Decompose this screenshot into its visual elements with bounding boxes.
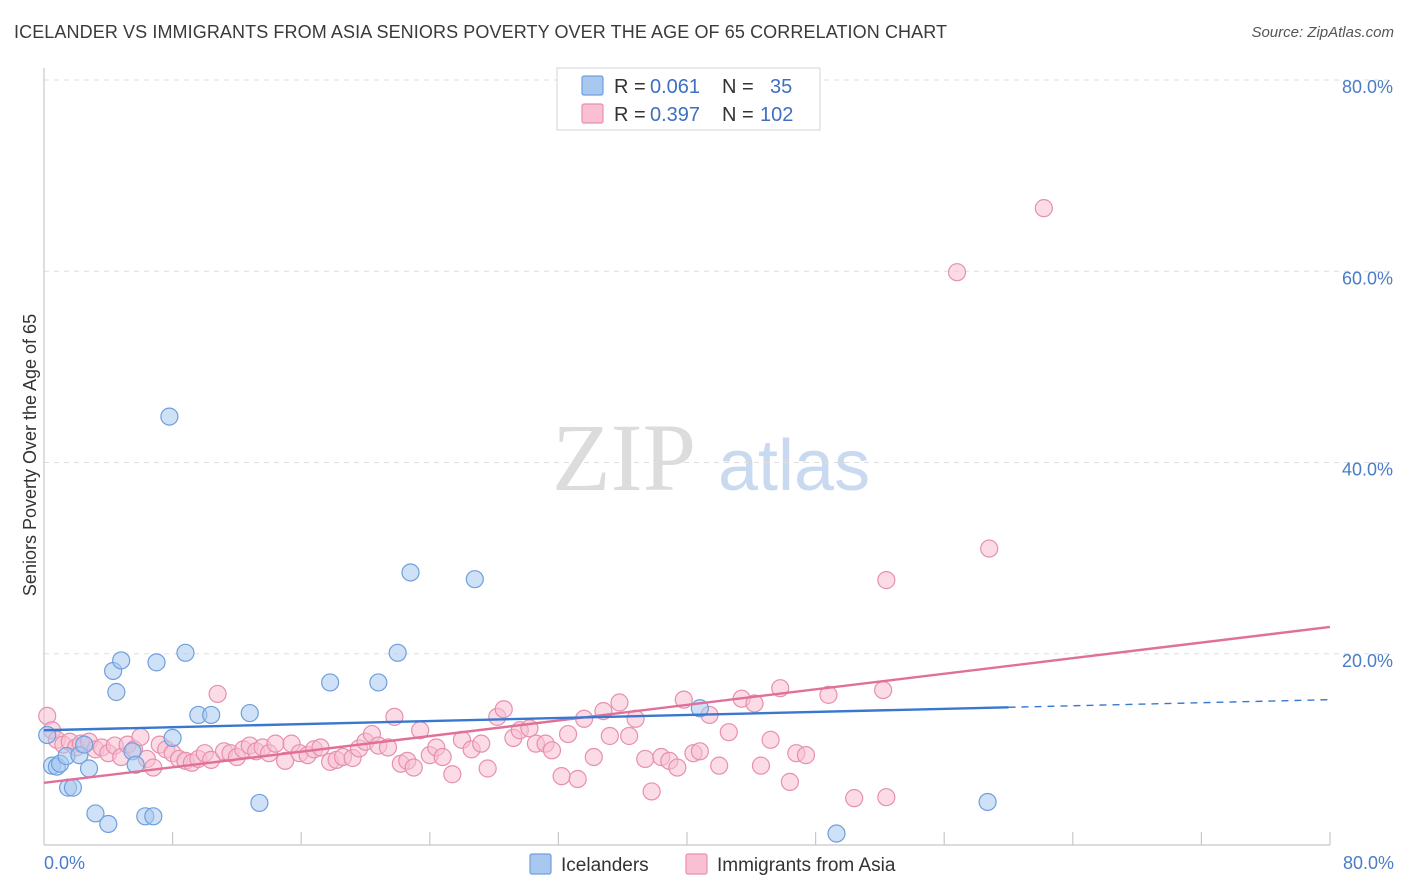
legend-swatch-icelanders bbox=[581, 75, 604, 96]
data-point-asia bbox=[558, 724, 578, 744]
data-point-icelanders bbox=[126, 755, 145, 774]
legend-n-label-1: N = bbox=[722, 104, 754, 126]
data-point-icelanders bbox=[112, 651, 131, 670]
data-point-icelanders bbox=[176, 643, 195, 662]
data-point-asia bbox=[745, 694, 764, 713]
data-point-icelanders bbox=[75, 735, 94, 754]
data-point-asia bbox=[877, 571, 896, 590]
trend-line-icelanders bbox=[43, 706, 1009, 732]
data-point-asia bbox=[780, 772, 799, 791]
data-point-asia bbox=[874, 680, 893, 700]
data-point-asia bbox=[600, 726, 619, 746]
bottom-legend-swatch-asia bbox=[685, 853, 708, 875]
data-point-asia bbox=[208, 684, 227, 704]
data-point-icelanders bbox=[388, 643, 407, 662]
data-point-icelanders bbox=[147, 653, 166, 672]
x-tick-label-min: 0.0% bbox=[44, 853, 85, 873]
chart-title: ICELANDER VS IMMIGRANTS FROM ASIA SENIOR… bbox=[14, 22, 948, 42]
legend-n-value-1: 102 bbox=[760, 104, 793, 126]
data-point-icelanders bbox=[86, 804, 105, 823]
data-point-icelanders bbox=[144, 807, 163, 826]
data-point-asia bbox=[719, 723, 738, 742]
data-point-asia bbox=[796, 746, 816, 765]
bottom-legend-label-icelanders: Icelanders bbox=[561, 855, 649, 876]
data-point-icelanders bbox=[321, 673, 340, 692]
legend-r-value-1: 0.397 bbox=[650, 104, 700, 126]
data-point-asia bbox=[404, 758, 423, 777]
y-tick-labels: 20.0% 40.0% 60.0% 80.0% bbox=[1342, 77, 1393, 671]
y-tick-label: 20.0% bbox=[1342, 651, 1393, 671]
data-point-asia bbox=[433, 747, 452, 767]
legend-n-label-0: N = bbox=[722, 76, 754, 98]
watermark-zip: ZIP bbox=[552, 404, 696, 511]
trend-lines bbox=[43, 625, 1331, 785]
data-point-asia bbox=[819, 685, 838, 704]
data-point-icelanders bbox=[465, 570, 484, 589]
legend-n-value-0: 35 bbox=[770, 76, 792, 98]
data-point-asia bbox=[378, 738, 398, 757]
data-point-asia bbox=[620, 726, 639, 746]
data-point-asia bbox=[542, 741, 562, 760]
y-tick-label: 80.0% bbox=[1342, 77, 1393, 97]
data-point-asia bbox=[1034, 199, 1053, 218]
legend-swatch-asia bbox=[581, 103, 604, 124]
data-point-asia bbox=[584, 747, 603, 767]
data-point-icelanders bbox=[827, 824, 846, 843]
data-point-asia bbox=[443, 765, 462, 784]
data-point-asia bbox=[478, 759, 497, 778]
data-point-icelanders bbox=[107, 682, 126, 702]
data-point-asia bbox=[751, 756, 771, 775]
data-point-asia bbox=[761, 730, 780, 749]
data-point-icelanders bbox=[369, 673, 388, 692]
bottom-legend-label-asia: Immigrants from Asia bbox=[717, 855, 896, 876]
legend-r-label-0: R = bbox=[614, 76, 646, 98]
data-point-asia bbox=[568, 769, 587, 789]
data-point-asia bbox=[668, 758, 687, 777]
data-point-icelanders bbox=[202, 705, 221, 725]
data-point-asia bbox=[636, 749, 655, 769]
data-point-icelanders bbox=[99, 814, 118, 834]
legend-r-label-1: R = bbox=[614, 104, 646, 126]
data-point-icelanders bbox=[240, 703, 259, 723]
data-point-asia bbox=[494, 700, 513, 719]
data-point-asia bbox=[472, 734, 491, 753]
data-point-icelanders bbox=[160, 407, 179, 426]
data-point-asia bbox=[266, 734, 285, 753]
data-point-asia bbox=[947, 263, 967, 282]
source-credit: Source: ZipAtlas.com bbox=[1251, 24, 1394, 41]
data-point-icelanders bbox=[79, 759, 99, 778]
watermark-atlas: atlas bbox=[718, 426, 870, 506]
data-point-asia bbox=[642, 782, 661, 801]
y-tick-label: 40.0% bbox=[1342, 460, 1393, 480]
y-tick-label: 60.0% bbox=[1342, 268, 1393, 288]
data-point-asia bbox=[552, 767, 571, 786]
data-point-asia bbox=[690, 742, 709, 761]
data-point-icelanders bbox=[250, 793, 269, 813]
data-point-asia bbox=[276, 751, 295, 770]
data-point-icelanders bbox=[978, 792, 997, 812]
data-point-icelanders bbox=[63, 778, 83, 797]
stats-legend: R = 0.061 N = 35 R = 0.397 N = 102 bbox=[556, 67, 821, 131]
data-point-asia bbox=[710, 756, 729, 775]
data-point-asia bbox=[144, 758, 163, 777]
watermark: ZIP atlas bbox=[552, 404, 870, 511]
legend-r-value-0: 0.061 bbox=[650, 76, 700, 98]
data-point-asia bbox=[845, 789, 864, 808]
gridlines bbox=[44, 79, 1392, 655]
data-point-asia bbox=[877, 788, 896, 807]
x-axis-ticks bbox=[172, 832, 1331, 845]
series-legend: Icelanders Immigrants from Asia bbox=[529, 853, 896, 876]
series-icelanders bbox=[38, 407, 997, 843]
data-point-icelanders bbox=[163, 728, 182, 748]
y-axis-title: Seniors Poverty Over the Age of 65 bbox=[20, 314, 40, 596]
trend-line-asia bbox=[43, 625, 1331, 785]
data-point-asia bbox=[610, 693, 629, 712]
x-tick-label-max: 80.0% bbox=[1343, 853, 1394, 873]
data-point-asia bbox=[980, 539, 999, 558]
trend-line-icelanders-extension bbox=[1008, 698, 1331, 708]
bottom-legend-swatch-icelanders bbox=[529, 853, 552, 875]
data-point-icelanders bbox=[401, 563, 420, 582]
